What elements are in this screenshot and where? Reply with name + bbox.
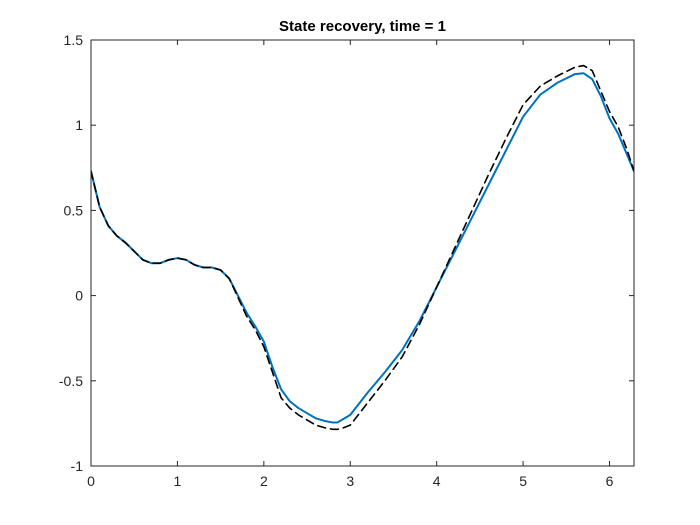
x-tick-label: 5	[519, 473, 527, 489]
x-tick-label: 6	[606, 473, 614, 489]
y-tick-label: -1	[71, 458, 84, 474]
x-tick-label: 3	[346, 473, 354, 489]
y-tick-label: 0	[75, 288, 83, 304]
y-tick-label: -0.5	[59, 373, 83, 389]
axes-box	[90, 39, 635, 467]
plot-area: 0 1 2 3 4 5 6 -1 -0.5 0 0.5 1 1.5	[59, 32, 635, 489]
series-line-solid	[91, 72, 634, 424]
y-tick-label: 1	[75, 117, 83, 133]
x-tick-label: 0	[87, 473, 95, 489]
x-tick-label: 4	[433, 473, 441, 489]
x-tick-label: 2	[260, 473, 268, 489]
y-tick-label: 1.5	[64, 32, 84, 48]
x-tick-label: 1	[174, 473, 182, 489]
series-line-dashed	[91, 64, 634, 431]
axes-background	[91, 40, 634, 466]
y-tick-label: 0.5	[64, 202, 84, 218]
chart-title: State recovery, time = 1	[279, 18, 446, 35]
